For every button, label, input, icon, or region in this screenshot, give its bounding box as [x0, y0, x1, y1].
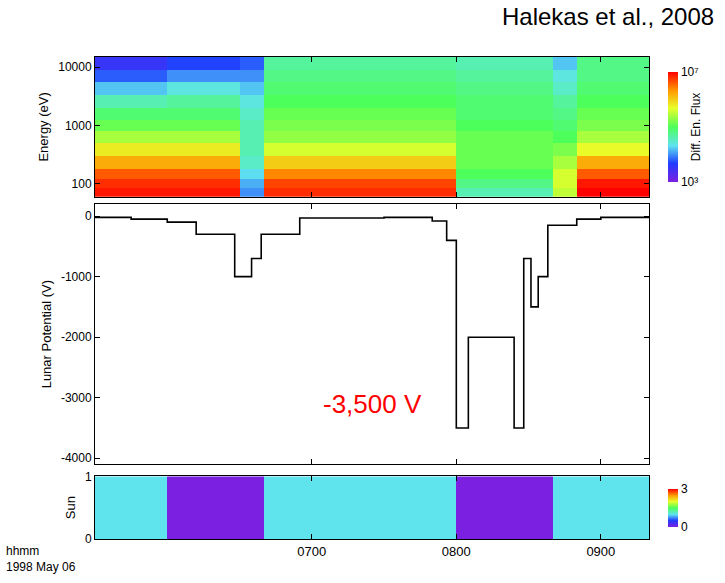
- svg-text:Diff. En. Flux: Diff. En. Flux: [689, 93, 703, 161]
- svg-text:Energy (eV): Energy (eV): [36, 92, 51, 161]
- svg-text:Lunar Potential (V): Lunar Potential (V): [39, 280, 54, 388]
- svg-text:-1000: -1000: [61, 270, 92, 284]
- svg-text:0: 0: [85, 532, 92, 546]
- svg-text:1000: 1000: [65, 119, 92, 133]
- svg-text:hhmm: hhmm: [6, 544, 39, 558]
- svg-text:1: 1: [85, 470, 92, 484]
- svg-text:Halekas et al., 2008: Halekas et al., 2008: [502, 3, 714, 30]
- svg-text:0800: 0800: [442, 544, 471, 559]
- svg-text:-3,500 V: -3,500 V: [323, 389, 422, 419]
- svg-text:-4000: -4000: [61, 451, 92, 465]
- svg-text:3: 3: [681, 482, 688, 496]
- svg-text:10⁷: 10⁷: [681, 65, 699, 79]
- svg-text:1998 May 06: 1998 May 06: [6, 560, 76, 574]
- svg-text:10000: 10000: [58, 60, 92, 74]
- svg-text:Sun: Sun: [63, 496, 78, 519]
- svg-text:-3000: -3000: [61, 391, 92, 405]
- svg-text:0: 0: [85, 209, 92, 223]
- svg-text:10³: 10³: [681, 175, 698, 189]
- svg-text:100: 100: [72, 177, 92, 191]
- svg-text:-2000: -2000: [61, 330, 92, 344]
- svg-text:0900: 0900: [586, 544, 615, 559]
- svg-text:0: 0: [681, 520, 688, 534]
- svg-text:0700: 0700: [297, 544, 326, 559]
